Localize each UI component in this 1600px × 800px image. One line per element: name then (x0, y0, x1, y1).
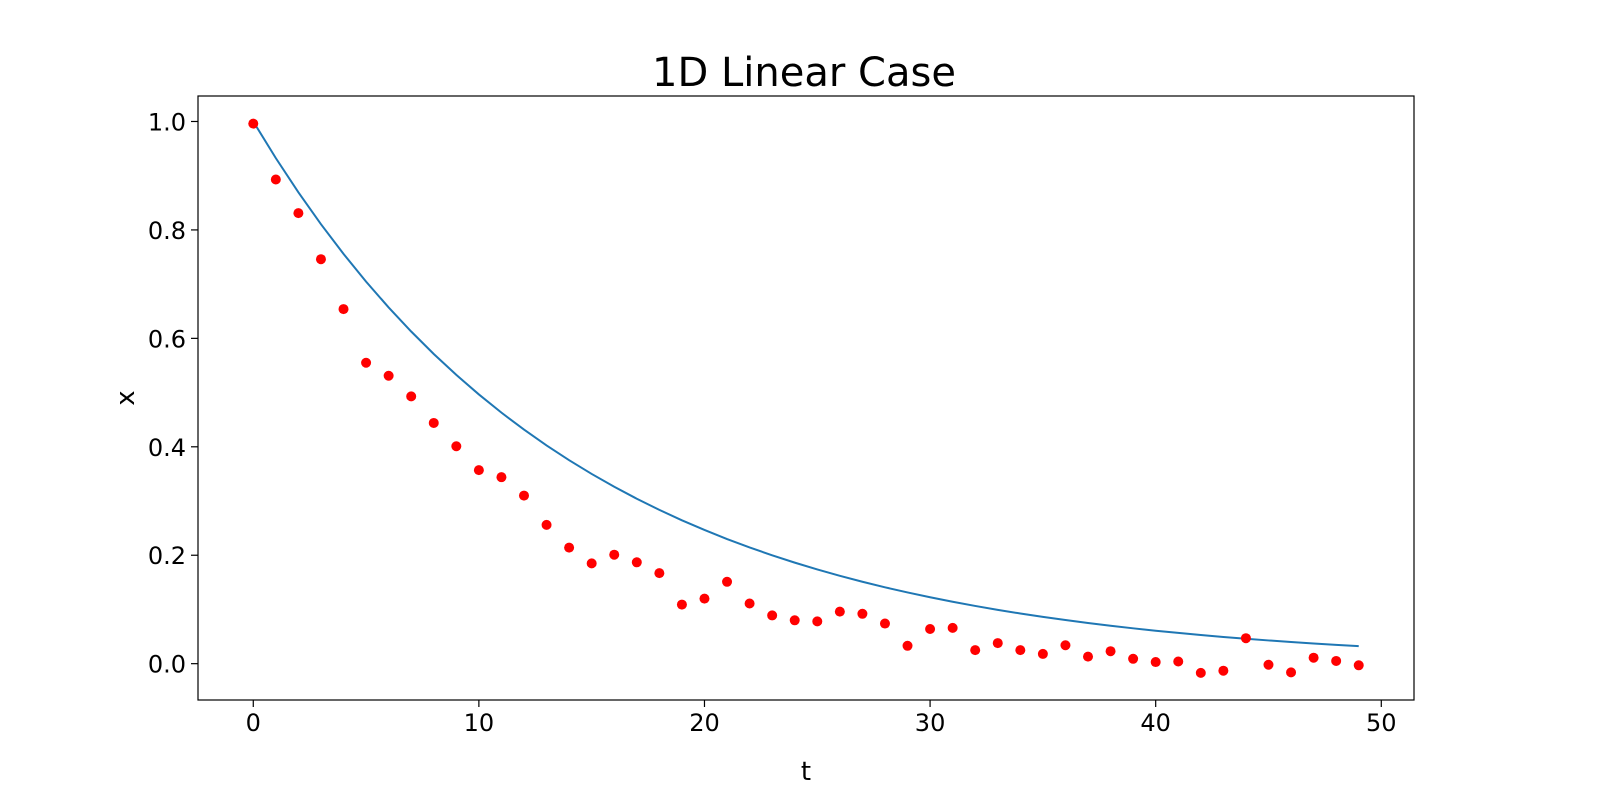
data-point (947, 622, 958, 633)
data-point (518, 490, 529, 501)
y-tick-label: 0.2 (148, 542, 186, 570)
y-tick-label: 0.6 (148, 325, 186, 353)
data-point (1083, 651, 1094, 662)
data-point (834, 606, 845, 617)
data-point (361, 357, 372, 368)
data-point (722, 576, 733, 587)
data-point (1105, 646, 1116, 657)
y-tick-label: 0.0 (148, 651, 186, 679)
data-point (879, 618, 890, 629)
plot-area (248, 118, 1364, 678)
plot-frame (197, 95, 1415, 701)
x-axis-label: t (801, 757, 811, 787)
y-tick-label: 0.4 (148, 434, 186, 462)
data-point (744, 598, 755, 609)
data-point (1286, 667, 1297, 678)
y-axis-label: x (111, 390, 141, 405)
data-point (654, 568, 665, 579)
data-point (586, 558, 597, 569)
data-point (676, 599, 687, 610)
data-point (383, 370, 394, 381)
data-point (1218, 665, 1229, 676)
y-tick-label: 0.8 (148, 217, 186, 245)
data-point (992, 638, 1003, 649)
data-point (270, 174, 281, 185)
data-point (406, 391, 417, 402)
data-point (789, 615, 800, 626)
data-point (812, 616, 823, 627)
data-point (1195, 667, 1206, 678)
data-point (248, 118, 259, 129)
chart-title: 1D Linear Case (652, 50, 956, 96)
data-point (699, 593, 710, 604)
x-axis: 0 10 20 30 40 50 (246, 700, 1397, 737)
data-point (315, 254, 326, 265)
data-point (428, 417, 439, 428)
data-point (451, 441, 462, 452)
data-point (1263, 659, 1274, 670)
x-tick-label: 40 (1140, 709, 1171, 737)
data-point (473, 465, 484, 476)
data-point (496, 472, 507, 483)
data-point (1150, 657, 1161, 668)
data-point (1015, 645, 1026, 656)
data-point (631, 557, 642, 568)
data-point (1037, 648, 1048, 659)
data-point (1128, 653, 1139, 664)
x-tick-label: 30 (915, 709, 946, 737)
data-point (1060, 640, 1071, 651)
x-tick-label: 10 (464, 709, 495, 737)
data-point (609, 549, 620, 560)
y-tick-label: 1.0 (148, 108, 186, 136)
x-tick-label: 20 (689, 709, 720, 737)
data-point (1308, 652, 1319, 663)
data-point (541, 519, 552, 530)
data-point (767, 610, 778, 621)
data-point (1331, 655, 1342, 666)
data-point (902, 640, 913, 651)
x-tick-label: 0 (246, 709, 261, 737)
data-point (564, 542, 575, 553)
model-line (252, 120, 1359, 648)
data-point (293, 208, 304, 219)
data-point (1353, 660, 1364, 671)
data-point (970, 645, 981, 656)
data-point (857, 608, 868, 619)
x-tick-label: 50 (1366, 709, 1397, 737)
y-axis: 0.0 0.2 0.4 0.6 0.8 1.0 (148, 108, 198, 679)
data-point (925, 623, 936, 634)
data-point (1173, 656, 1184, 667)
data-point (338, 304, 349, 315)
data-point (1240, 633, 1251, 644)
